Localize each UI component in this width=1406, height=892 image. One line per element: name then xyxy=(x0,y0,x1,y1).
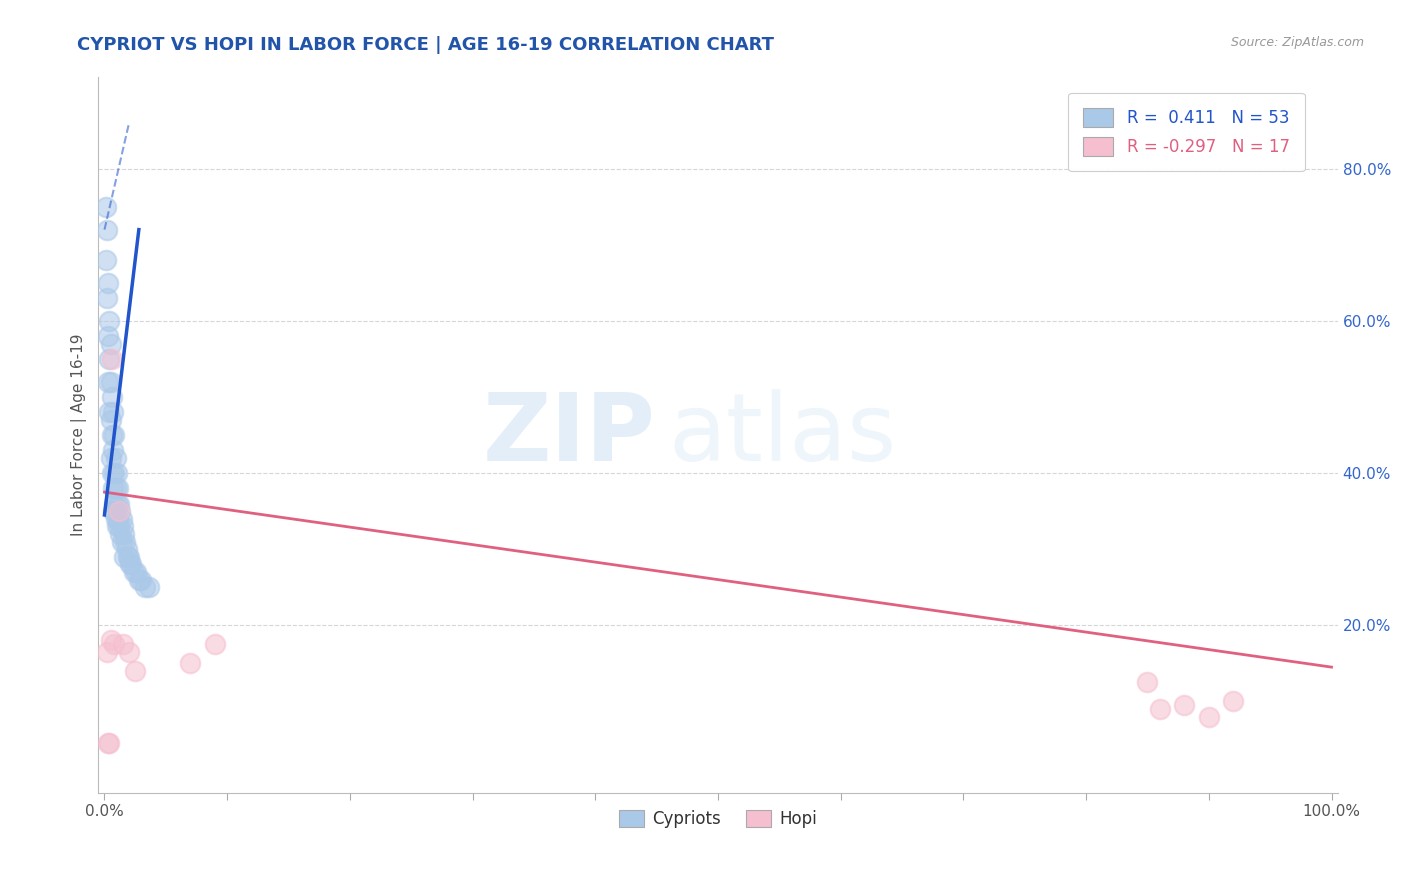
Point xyxy=(124,664,146,678)
Point xyxy=(104,512,127,526)
Point xyxy=(117,549,139,564)
Point xyxy=(98,736,121,750)
Point xyxy=(105,496,128,510)
Point xyxy=(179,657,201,671)
Point xyxy=(122,565,145,579)
Point xyxy=(97,375,120,389)
Point xyxy=(100,336,122,351)
Point xyxy=(107,512,129,526)
Point xyxy=(100,633,122,648)
Point xyxy=(101,351,124,366)
Point xyxy=(101,466,124,480)
Point xyxy=(1222,694,1244,708)
Point xyxy=(94,200,117,214)
Legend: Cypriots, Hopi: Cypriots, Hopi xyxy=(612,803,824,834)
Point xyxy=(101,481,124,495)
Point xyxy=(101,405,124,419)
Text: atlas: atlas xyxy=(668,389,897,481)
Point xyxy=(114,534,136,549)
Point xyxy=(101,443,124,458)
Point xyxy=(103,637,125,651)
Point xyxy=(121,558,143,572)
Point xyxy=(115,542,138,557)
Point xyxy=(98,314,121,328)
Point xyxy=(129,573,152,587)
Text: CYPRIOT VS HOPI IN LABOR FORCE | AGE 16-19 CORRELATION CHART: CYPRIOT VS HOPI IN LABOR FORCE | AGE 16-… xyxy=(77,36,775,54)
Point xyxy=(98,405,121,419)
Point xyxy=(134,580,156,594)
Point xyxy=(101,504,124,518)
Point xyxy=(110,527,132,541)
Point xyxy=(1136,675,1159,690)
Point xyxy=(111,519,134,533)
Point xyxy=(104,450,127,465)
Point xyxy=(1173,698,1195,713)
Point xyxy=(97,276,120,290)
Point xyxy=(96,222,118,236)
Point xyxy=(110,504,132,518)
Text: ZIP: ZIP xyxy=(484,389,657,481)
Point xyxy=(104,481,127,495)
Point xyxy=(1149,702,1171,716)
Point xyxy=(96,645,118,659)
Point xyxy=(125,565,148,579)
Point xyxy=(107,481,129,495)
Point xyxy=(111,512,134,526)
Point xyxy=(112,527,135,541)
Point xyxy=(105,519,128,533)
Point xyxy=(111,637,134,651)
Point xyxy=(103,466,125,480)
Point xyxy=(204,637,226,651)
Point xyxy=(97,736,120,750)
Point xyxy=(97,329,120,343)
Point xyxy=(120,558,142,572)
Point xyxy=(103,428,125,442)
Point xyxy=(101,390,124,404)
Point xyxy=(111,534,134,549)
Point xyxy=(101,428,124,442)
Point xyxy=(108,496,131,510)
Text: Source: ZipAtlas.com: Source: ZipAtlas.com xyxy=(1230,36,1364,49)
Point xyxy=(100,413,122,427)
Point xyxy=(100,450,122,465)
Point xyxy=(100,375,122,389)
Y-axis label: In Labor Force | Age 16-19: In Labor Force | Age 16-19 xyxy=(72,334,87,536)
Point xyxy=(1198,709,1220,723)
Point xyxy=(94,253,117,268)
Point xyxy=(108,519,131,533)
Point xyxy=(103,496,125,510)
Point xyxy=(138,580,160,594)
Point xyxy=(112,549,135,564)
Point xyxy=(98,351,121,366)
Point xyxy=(96,291,118,305)
Point xyxy=(118,645,141,659)
Point xyxy=(105,466,128,480)
Point xyxy=(128,573,150,587)
Point xyxy=(108,504,131,518)
Point xyxy=(118,549,141,564)
